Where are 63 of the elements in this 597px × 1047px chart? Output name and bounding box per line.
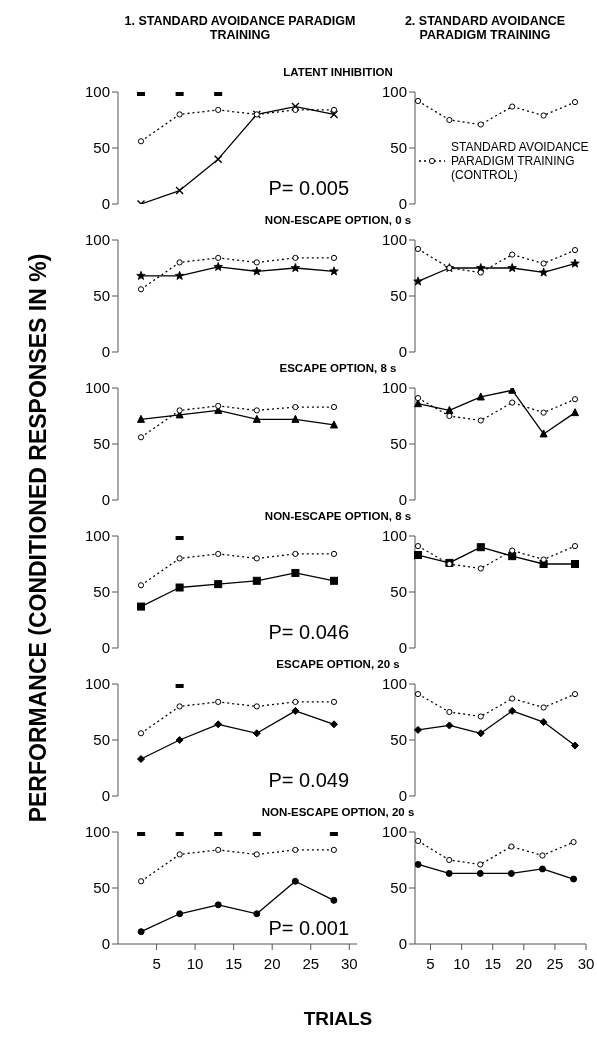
y-tick-label: 0 bbox=[398, 343, 407, 361]
y-tick-label: 50 bbox=[93, 583, 110, 601]
y-tick-label: 100 bbox=[381, 675, 407, 693]
y-tick-label: 100 bbox=[84, 527, 110, 545]
chart-subtitle: NON-ESCAPE OPTION, 20 s bbox=[260, 806, 416, 818]
x-axis-title: TRIALS bbox=[302, 1008, 374, 1030]
y-tick-label: 0 bbox=[398, 639, 407, 657]
x-tick-label: 20 bbox=[515, 954, 533, 972]
y-tick-label: 0 bbox=[101, 639, 110, 657]
y-axis-title: PERFORMANCE (CONDITIONED RESPONSES IN %) bbox=[24, 253, 52, 823]
y-tick-label: 0 bbox=[398, 195, 407, 213]
chart-subtitle: ESCAPE OPTION, 8 s bbox=[278, 362, 398, 374]
x-tick-label: 25 bbox=[302, 954, 320, 972]
y-tick-label: 50 bbox=[93, 435, 110, 453]
y-tick-label: 0 bbox=[398, 935, 407, 953]
y-tick-label: 0 bbox=[101, 195, 110, 213]
y-tick-label: 100 bbox=[84, 823, 110, 841]
y-tick-label: 0 bbox=[101, 491, 110, 509]
x-tick-label: 30 bbox=[577, 954, 595, 972]
y-tick-label: 100 bbox=[381, 83, 407, 101]
x-tick-label: 5 bbox=[426, 954, 435, 972]
y-tick-label: 50 bbox=[390, 879, 407, 897]
chart-subtitle: ESCAPE OPTION, 20 s bbox=[275, 658, 401, 670]
y-tick-label: 50 bbox=[93, 731, 110, 749]
y-tick-label: 100 bbox=[381, 823, 407, 841]
y-tick-label: 100 bbox=[381, 231, 407, 249]
y-tick-label: 100 bbox=[84, 231, 110, 249]
y-tick-label: 0 bbox=[101, 935, 110, 953]
x-tick-label: 25 bbox=[546, 954, 564, 972]
annotation: P= 0.005 bbox=[268, 177, 349, 200]
chart-subtitle: NON-ESCAPE OPTION, 0 s bbox=[263, 214, 413, 226]
x-tick-label: 5 bbox=[152, 954, 161, 972]
y-tick-label: 0 bbox=[398, 787, 407, 805]
y-tick-label: 100 bbox=[84, 83, 110, 101]
y-tick-label: 50 bbox=[390, 139, 407, 157]
y-tick-label: 50 bbox=[390, 287, 407, 305]
chart-subtitle: NON-ESCAPE OPTION, 8 s bbox=[263, 510, 413, 522]
y-tick-label: 50 bbox=[390, 731, 407, 749]
y-tick-label: 100 bbox=[381, 379, 407, 397]
x-tick-label: 10 bbox=[186, 954, 204, 972]
y-tick-label: 50 bbox=[93, 139, 110, 157]
chart-title: 1. STANDARD AVOIDANCE PARADIGM TRAINING bbox=[123, 14, 357, 42]
y-tick-label: 0 bbox=[101, 787, 110, 805]
y-tick-label: 50 bbox=[390, 583, 407, 601]
legend-label: STANDARD AVOIDANCE PARADIGM TRAINING (CONTROL) bbox=[451, 140, 590, 182]
y-tick-label: 0 bbox=[101, 343, 110, 361]
x-tick-label: 10 bbox=[453, 954, 470, 972]
annotation: P= 0.049 bbox=[268, 769, 349, 792]
y-tick-label: 50 bbox=[390, 435, 407, 453]
y-tick-label: 0 bbox=[398, 491, 407, 509]
y-tick-label: 100 bbox=[381, 527, 407, 545]
x-tick-label: 20 bbox=[263, 954, 281, 972]
annotation: P= 0.046 bbox=[268, 621, 349, 644]
x-tick-label: 15 bbox=[484, 954, 502, 972]
y-tick-label: 50 bbox=[93, 287, 110, 305]
x-tick-label: 30 bbox=[340, 954, 358, 972]
y-tick-label: 100 bbox=[84, 379, 110, 397]
y-tick-label: 100 bbox=[84, 675, 110, 693]
chart-subtitle: LATENT INHIBITION bbox=[282, 66, 394, 78]
chart-title: 2. STANDARD AVOIDANCE PARADIGM TRAINING bbox=[403, 14, 567, 42]
x-tick-label: 15 bbox=[225, 954, 242, 972]
annotation: P= 0.001 bbox=[268, 917, 349, 940]
y-tick-label: 50 bbox=[93, 879, 110, 897]
